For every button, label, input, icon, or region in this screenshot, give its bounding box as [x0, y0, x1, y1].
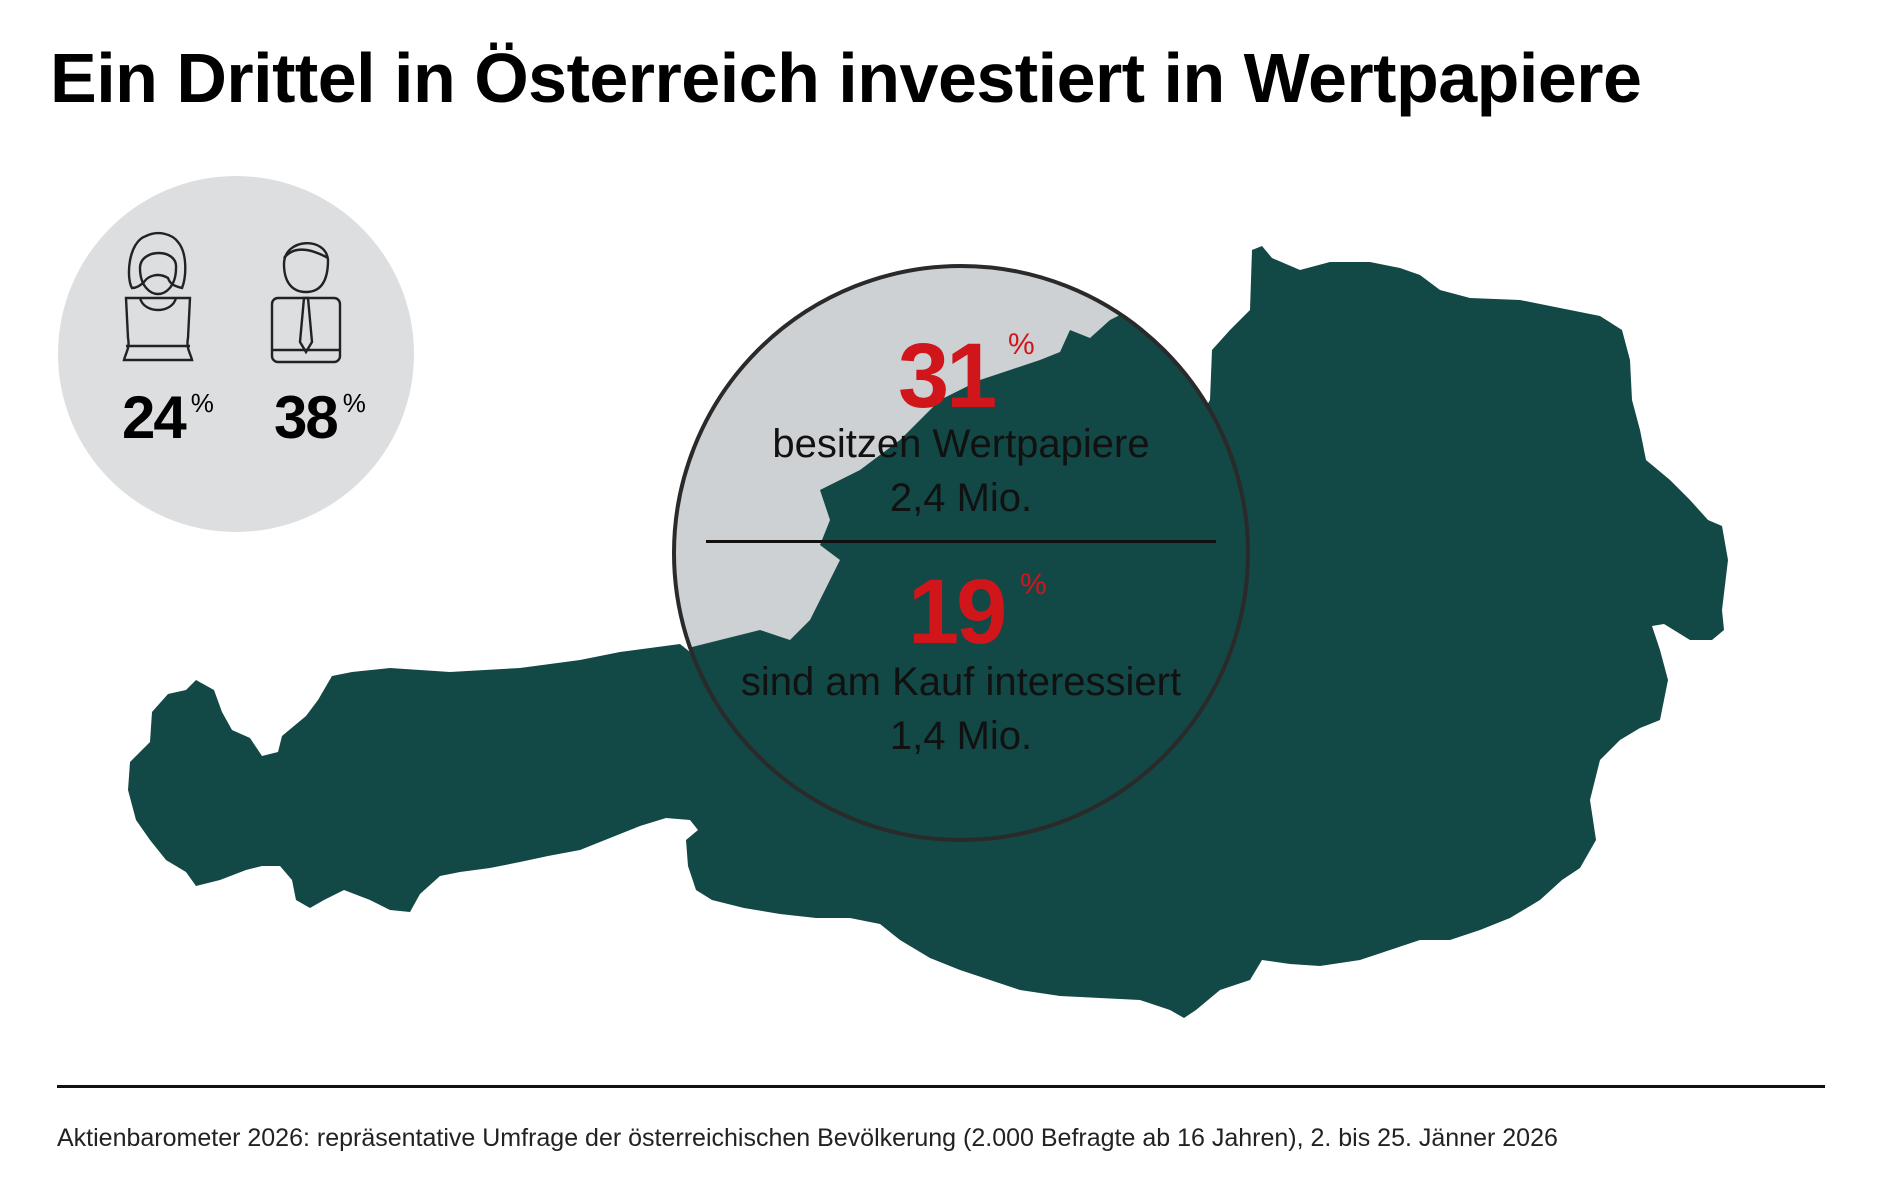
- interested-percent-unit: %: [1020, 568, 1047, 601]
- source-note: Aktienbarometer 2026: repräsentative Umf…: [57, 1124, 1558, 1152]
- interested-label: sind am Kauf interessiert: [740, 660, 1182, 704]
- lens-divider: [706, 540, 1216, 543]
- lens-ring: [672, 264, 1250, 842]
- male-percent: 38%: [274, 384, 366, 451]
- owners-label: besitzen Wertpapiere: [772, 422, 1150, 466]
- gender-breakdown: 24% 38%: [58, 176, 414, 532]
- page-title: Ein Drittel in Österreich investiert in …: [50, 39, 1642, 117]
- owners-count: 2,4 Mio.: [889, 476, 1033, 520]
- interested-count: 1,4 Mio.: [889, 714, 1033, 758]
- female-percent: 24%: [122, 384, 214, 451]
- owners-percent: 31: [898, 325, 997, 427]
- man-icon: [270, 242, 342, 364]
- owners-percent-unit: %: [1008, 328, 1035, 361]
- lens-inner-map: [674, 266, 1248, 840]
- footer-divider: [57, 1085, 1825, 1088]
- interested-percent: 19: [908, 561, 1007, 663]
- woman-icon: [122, 231, 194, 362]
